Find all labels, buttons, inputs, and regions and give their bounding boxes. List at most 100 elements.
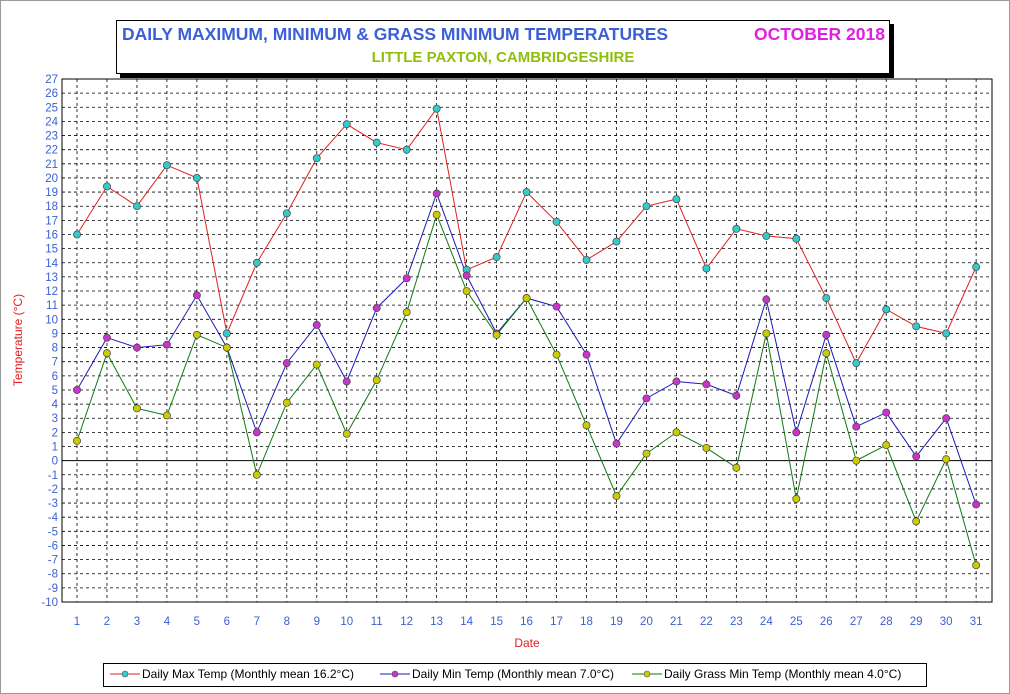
x-tick-label: 29 [910, 616, 923, 628]
y-tick-label: -3 [48, 498, 58, 510]
grass-min-temp-point [132, 404, 141, 413]
x-tick-label: 15 [490, 616, 503, 628]
max-temp-point [282, 209, 291, 218]
max-temp-point [582, 255, 591, 264]
y-tick-label: 24 [45, 116, 58, 128]
title-box: DAILY MAXIMUM, MINIMUM & GRASS MINIMUM T… [116, 20, 890, 74]
grass-min-temp-point [612, 492, 621, 500]
y-tick-label: 14 [45, 258, 58, 270]
grass-min-temp-point [702, 443, 711, 452]
x-tick-label: 23 [730, 616, 743, 628]
chart-month: OCTOBER 2018 [754, 24, 885, 44]
grass-min-temp-point [822, 349, 831, 358]
y-tick-label: 13 [45, 272, 58, 284]
grass-min-temp-point [672, 428, 681, 437]
y-tick-label: 21 [45, 159, 58, 171]
max-temp-point [132, 202, 141, 211]
max-temp-point [252, 258, 261, 267]
y-tick-label: 10 [45, 314, 58, 326]
max-temp-point [852, 359, 861, 368]
legend-label-max: Daily Max Temp (Monthly mean 16.2°C) [142, 667, 354, 681]
grass-min-temp-point [312, 360, 321, 369]
x-axis-label: Date [514, 636, 540, 650]
plot-area: 2726252423222120191817161514131211109876… [41, 74, 993, 628]
max-temp-point [702, 264, 711, 273]
y-tick-label: 15 [45, 244, 58, 256]
max-temp-point [372, 138, 381, 147]
y-tick-label: 3 [52, 413, 58, 425]
y-tick-label: 25 [45, 102, 58, 114]
x-tick-label: 30 [940, 616, 953, 628]
y-tick-label: 2 [52, 427, 58, 439]
x-tick-label: 11 [371, 616, 383, 628]
x-tick-label: 7 [254, 616, 260, 628]
x-tick-label: 9 [314, 616, 320, 628]
min-temp-point [762, 295, 771, 304]
x-tick-label: 22 [700, 616, 713, 628]
min-temp-point [852, 422, 861, 431]
y-tick-label: 12 [45, 286, 58, 298]
min-temp-point [792, 428, 801, 437]
min-temp-point [402, 274, 411, 283]
min-temp-point [162, 340, 171, 349]
x-tick-label: 31 [970, 616, 983, 628]
max-temp-point [642, 202, 651, 211]
min-temp-point [192, 291, 201, 300]
x-tick-label: 12 [400, 616, 413, 628]
y-tick-label: 11 [46, 300, 58, 312]
grass-min-temp-point [372, 376, 381, 385]
min-line-swatch [380, 670, 410, 678]
y-tick-label: 23 [45, 131, 58, 143]
x-tick-label: 16 [520, 616, 533, 628]
x-tick-label: 14 [460, 616, 473, 628]
max-temp-point [522, 188, 531, 197]
x-tick-label: 3 [134, 616, 140, 628]
grass-min-temp-point [852, 456, 861, 465]
grass-line-swatch [632, 670, 662, 678]
min-temp-point [942, 414, 951, 423]
grass-min-temp-point [342, 429, 351, 438]
y-tick-label: 17 [45, 215, 58, 227]
max-temp-point [882, 305, 891, 314]
grass-min-temp-point [162, 411, 171, 420]
y-tick-label: 5 [52, 385, 58, 397]
min-temp-point [312, 321, 321, 329]
x-tick-label: 2 [104, 616, 110, 628]
y-tick-label: -2 [48, 484, 58, 496]
grass-min-temp-point [282, 398, 291, 407]
y-tick-label: -7 [48, 555, 58, 567]
y-tick-label: 19 [45, 187, 58, 199]
min-temp-point [432, 189, 441, 198]
grass-min-temp-point [642, 449, 651, 458]
y-tick-label: -5 [48, 526, 58, 538]
grass-min-temp-point [462, 287, 471, 295]
min-temp-point [612, 439, 621, 448]
max-temp-point [222, 329, 231, 338]
chart-title: DAILY MAXIMUM, MINIMUM & GRASS MINIMUM T… [122, 24, 669, 44]
y-tick-label: -4 [48, 512, 59, 524]
max-temp-point [402, 145, 411, 154]
grass-min-temp-point [522, 294, 531, 303]
x-tick-label: 4 [164, 616, 171, 628]
y-tick-label: -8 [48, 569, 58, 581]
max-temp-point [312, 154, 321, 163]
max-temp-point [103, 182, 111, 191]
max-line-swatch [110, 670, 140, 678]
max-temp-point [972, 263, 981, 271]
min-temp-point [132, 343, 141, 352]
y-tick-label: 20 [45, 173, 58, 185]
legend-label-min: Daily Min Temp (Monthly mean 7.0°C) [412, 667, 614, 681]
max-temp-point [672, 195, 681, 204]
y-tick-label: 8 [52, 343, 58, 355]
grass-min-temp-point [402, 308, 411, 317]
max-temp-point [342, 120, 351, 129]
max-temp-point [732, 224, 741, 233]
y-tick-label: 26 [45, 88, 58, 100]
y-tick-label: 16 [45, 229, 58, 241]
plot-border [61, 78, 993, 603]
min-temp-point [642, 394, 651, 403]
min-temp-point [103, 333, 111, 342]
grass-min-temp-point [792, 494, 801, 503]
min-temp-point [342, 377, 351, 386]
